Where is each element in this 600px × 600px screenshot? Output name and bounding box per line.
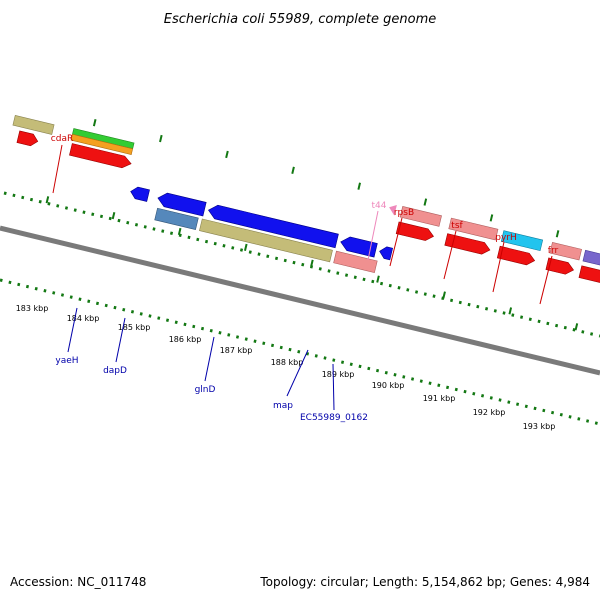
gene-dapD: [154, 207, 199, 231]
gene-pyrH: [500, 230, 544, 252]
scale-label: 192 kbp: [473, 408, 506, 417]
gene-arrow-red: [395, 221, 434, 241]
gene-block-purple: [582, 249, 600, 279]
gene-arrow-blue: [130, 186, 150, 202]
leader-line-pyrH: [492, 241, 505, 293]
major-tick: [92, 119, 97, 127]
leader-line-frr: [539, 255, 553, 305]
scale-label: 191 kbp: [423, 394, 456, 403]
scale-label: 190 kbp: [372, 381, 405, 390]
gene-arrow-blue: [208, 204, 339, 249]
gene-arrow-red: [545, 257, 575, 275]
major-tick: [442, 291, 446, 299]
major-tick: [291, 166, 295, 174]
leader-line-tsf: [443, 230, 457, 280]
bottom-gene-labels: yaeH dapD glnD map EC55989_0162: [55, 307, 368, 423]
major-tick: [45, 196, 50, 204]
gene-glnD: [199, 218, 333, 263]
ticks-bottom-track: [0, 278, 600, 426]
major-tick: [159, 134, 163, 143]
major-tick: [489, 214, 494, 222]
scale-label: 189 kbp: [322, 370, 355, 379]
major-tick: [423, 198, 428, 206]
gene-tsf: [448, 217, 499, 241]
gene-arrow-blue: [379, 246, 394, 261]
leader-line-cdaR: [52, 144, 63, 194]
leader-line-map: [286, 349, 309, 397]
major-tick: [357, 182, 361, 190]
gene-frr: [549, 241, 582, 261]
gene-label-glnD[interactable]: glnD: [195, 385, 216, 395]
gene-arrow-blue: [340, 236, 378, 258]
scale-label: 188 kbp: [271, 358, 304, 367]
gene-label-frr[interactable]: frr: [548, 246, 559, 256]
major-tick: [555, 230, 560, 238]
major-tick: [225, 150, 229, 159]
gene-label-rpsB[interactable]: rpsB: [394, 208, 414, 218]
genome-summary-text: Topology: circular; Length: 5,154,862 bp…: [259, 575, 590, 589]
gene-rpsB: [399, 206, 442, 227]
scale-label: 193 kbp: [523, 422, 556, 431]
gene-label-map[interactable]: map: [273, 401, 293, 411]
gene-arrow-red: [578, 265, 600, 293]
scale-label: 186 kbp: [169, 335, 202, 344]
leader-line-dapD: [115, 317, 126, 363]
scale-label: 183 kbp: [16, 304, 49, 313]
gene-arrow-red: [496, 245, 536, 266]
gene-arrow-red: [444, 233, 491, 255]
major-tick: [243, 243, 248, 252]
major-tick: [310, 259, 314, 267]
leader-line-EC55989_0162: [332, 363, 335, 411]
genome-backbone: [0, 225, 600, 376]
accession-text: Accession: NC_011748: [10, 575, 146, 589]
trna-t44: [389, 204, 397, 216]
map-title: Escherichia coli 55989, complete genome: [164, 12, 436, 27]
top-gene-labels: cdaR t44 rpsB tsf pyrH frr: [51, 134, 559, 305]
gene-arrow-red: [69, 143, 132, 169]
leader-line-rpsB: [389, 217, 403, 267]
scale-label: 185 kbp: [118, 323, 151, 332]
gene-label-yaeH[interactable]: yaeH: [55, 356, 78, 366]
major-tick: [111, 212, 116, 220]
leader-line-yaeH: [67, 307, 78, 353]
gene-arrow-red: [16, 130, 39, 147]
major-ticks: [45, 119, 579, 331]
scale-label: 187 kbp: [220, 346, 253, 355]
gene-label-EC55989-0162[interactable]: EC55989_0162: [300, 413, 368, 423]
gene-label-tsf[interactable]: tsf: [451, 221, 463, 231]
major-tick: [508, 307, 513, 315]
gene-block-olive: [12, 115, 55, 135]
major-tick: [376, 275, 380, 283]
gene-label-pyrH[interactable]: pyrH: [495, 233, 517, 243]
major-tick: [177, 227, 182, 236]
gene-label-t44[interactable]: t44: [372, 201, 387, 211]
feature-tracks: [12, 115, 600, 331]
leader-line-glnD: [204, 336, 215, 382]
gene-arrow-blue: [157, 192, 207, 217]
gene-label-dapD[interactable]: dapD: [103, 366, 127, 376]
ticks-top-track: [3, 191, 600, 338]
scale-labels: 183 kbp 184 kbp 185 kbp 186 kbp 187 kbp …: [16, 304, 556, 431]
gene-map: [333, 250, 378, 273]
gene-label-cdaR[interactable]: cdaR: [51, 134, 73, 144]
gene-block-orange: [70, 133, 134, 155]
major-tick: [574, 323, 579, 331]
leader-line-t44: [367, 210, 379, 261]
scale-label: 184 kbp: [67, 314, 100, 323]
